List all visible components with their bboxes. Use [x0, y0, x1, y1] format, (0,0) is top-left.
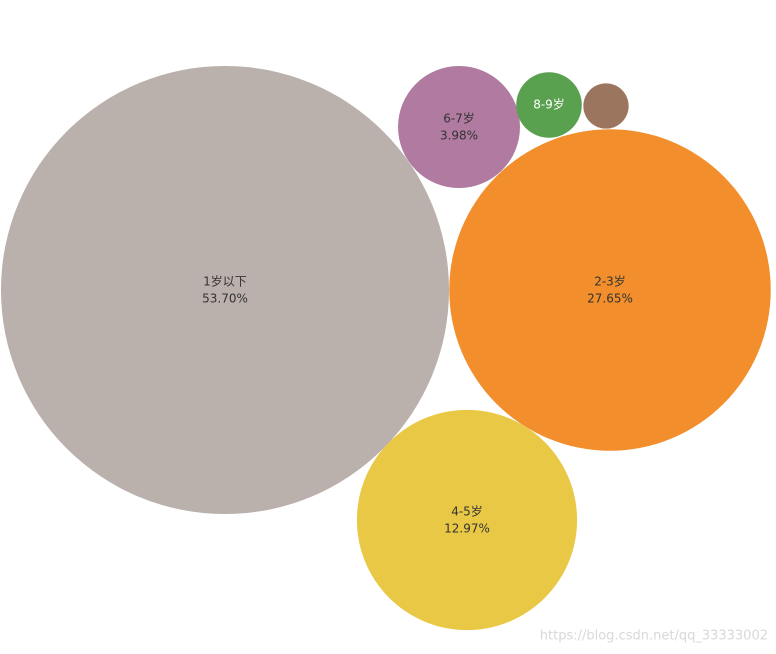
bubble [398, 66, 520, 188]
bubble [516, 72, 582, 138]
watermark: https://blog.csdn.net/qq_33333002 [540, 629, 768, 644]
bubble-value-label: 53.70% [202, 292, 248, 306]
bubble-category: 6-7岁 [443, 111, 475, 126]
bubble [356, 409, 578, 631]
bubble-value-label: 27.65% [587, 292, 633, 306]
bubble-value-label: 12.97% [444, 522, 490, 536]
bubble [0, 65, 450, 515]
bubble-value-label: 3.98% [440, 129, 478, 143]
bubble [583, 83, 629, 129]
bubble-category: 1岁以下 [203, 274, 247, 289]
bubble [449, 129, 771, 451]
bubble-category: 4-5岁 [451, 504, 483, 519]
bubble-category: 2-3岁 [594, 274, 626, 289]
bubble-category: 8-9岁 [533, 97, 565, 112]
